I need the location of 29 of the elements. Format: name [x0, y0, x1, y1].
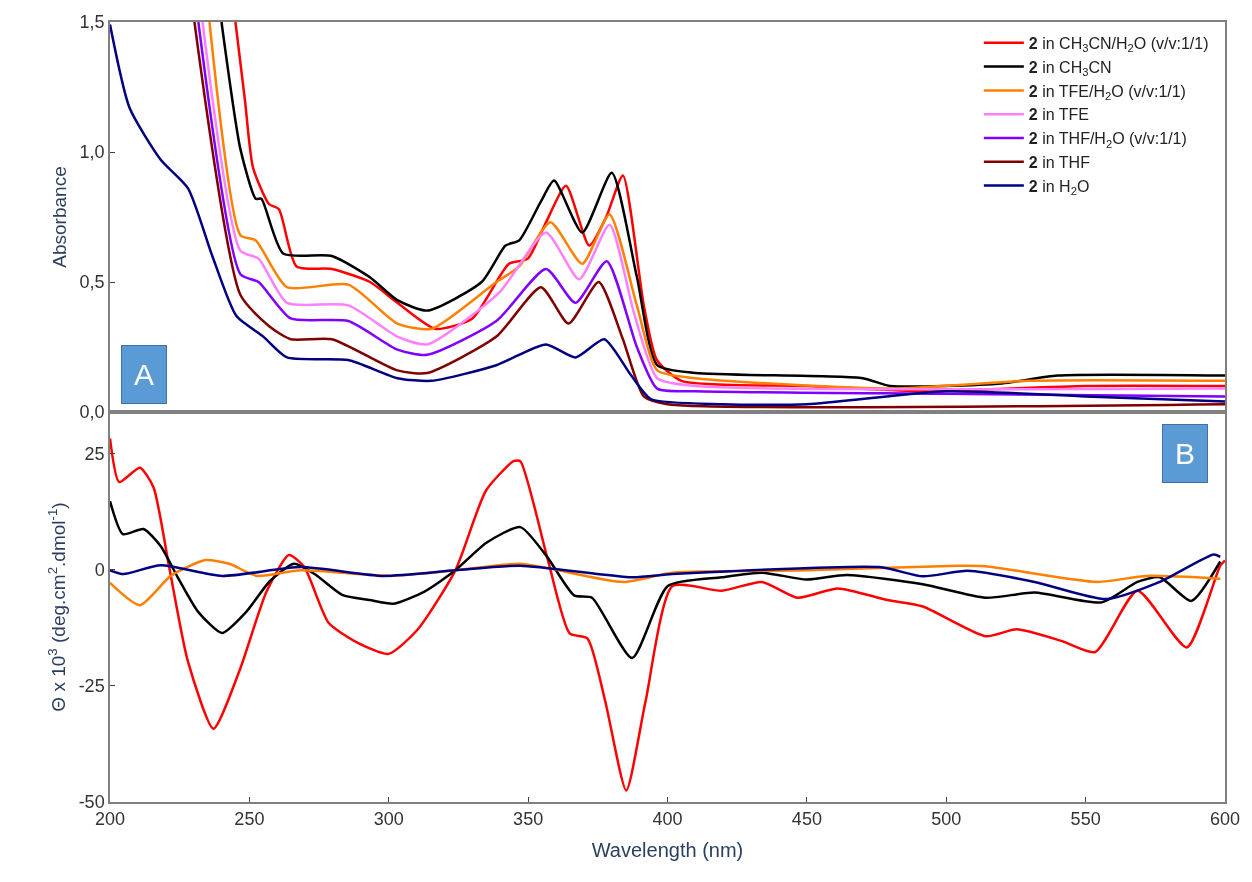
- legend-label: 2 in TFE/H$_{2}$O (v/v:1/1): [1028, 82, 1186, 102]
- y-tick-label: 25: [84, 444, 105, 465]
- y-tick-label: 0,0: [79, 402, 105, 423]
- y-tick-label: 0: [94, 560, 105, 581]
- legend-label: 2 in CH$_{3}$CN/H$_{2}$O (v/v:1/1): [1028, 35, 1209, 55]
- y-tick-label: 0,5: [79, 272, 105, 293]
- x-tick-label: 500: [931, 809, 962, 830]
- y-tick-label: -25: [78, 676, 105, 697]
- annotation: B: [1175, 437, 1196, 470]
- legend-label: 2 in H$_{2}$O: [1028, 177, 1090, 198]
- line-series: [110, 553, 1222, 601]
- x-tick-label: 400: [652, 809, 683, 830]
- legend-label: 2 in TFE: [1028, 106, 1090, 124]
- legend-label: 2 in THF: [1028, 154, 1091, 172]
- annotation: A: [134, 358, 155, 391]
- x-tick-label: 550: [1070, 809, 1101, 830]
- x-tick-label: 300: [373, 809, 404, 830]
- legend-label: 2 in CH$_{3}$CN: [1028, 58, 1112, 79]
- legend-label: 2 in THF/H$_{2}$O (v/v:1/1): [1028, 130, 1187, 150]
- x-tick-label: 600: [1209, 809, 1241, 830]
- x-axis-title: Wavelength (nm): [591, 839, 744, 862]
- x-tick-label: 350: [513, 809, 544, 830]
- line-series: [110, 499, 1222, 660]
- y-tick-label: 1,0: [79, 142, 105, 163]
- y-tick-label: 1,5: [79, 12, 105, 33]
- line-series: [110, 437, 1225, 792]
- y-axis-title: Absorbance: [48, 166, 70, 268]
- x-tick-label: 450: [791, 809, 822, 830]
- x-tick-label: 250: [234, 809, 265, 830]
